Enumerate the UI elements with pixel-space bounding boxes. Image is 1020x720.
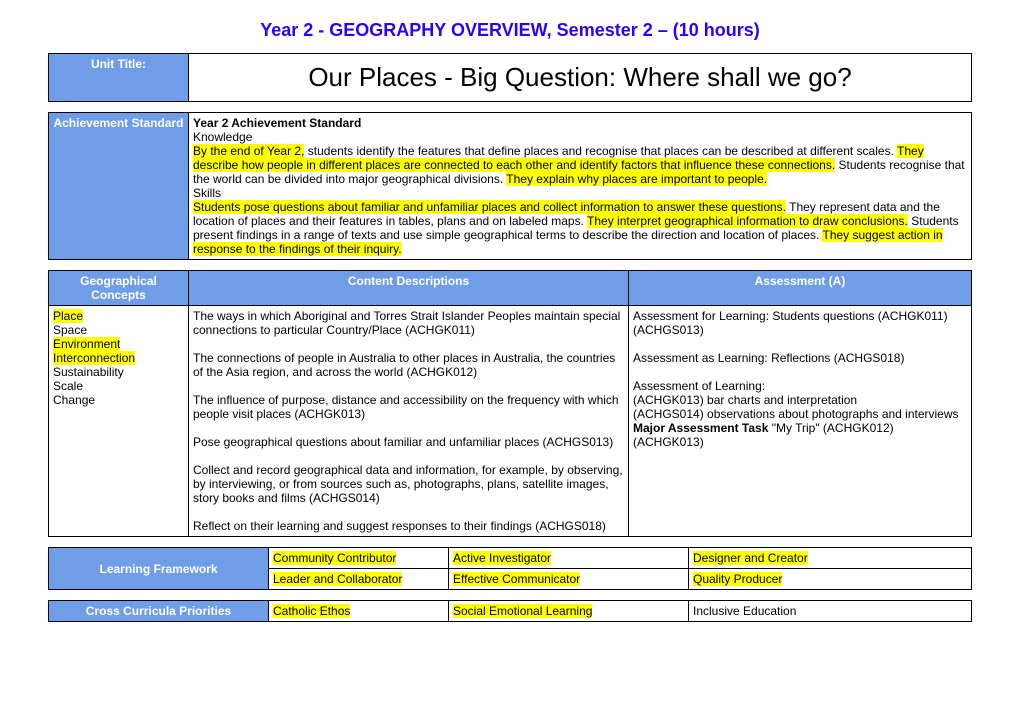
content-c3: The influence of purpose, distance and a… [193,393,619,421]
cc-c3: Inclusive Education [689,601,972,622]
concept-space: Space [53,323,87,337]
learning-framework-table: Learning Framework Community Contributor… [48,547,972,590]
knowledge-label: Knowledge [193,130,252,144]
cc-c1: Catholic Ethos [269,601,449,622]
content-cell: The ways in which Aboriginal and Torres … [189,306,629,537]
cross-curricula-label: Cross Curricula Priorities [49,601,269,622]
page-heading: Year 2 - GEOGRAPHY OVERVIEW, Semester 2 … [48,20,972,41]
content-c2: The connections of people in Australia t… [193,351,615,379]
concept-sustainability: Sustainability [53,365,124,379]
cc-c3-text: Inclusive Education [693,604,796,618]
unit-title-value: Our Places - Big Question: Where shall w… [189,54,972,102]
concept-interconnection: Interconnection [53,351,135,365]
concept-place: Place [53,309,83,323]
assessment-a3c: (ACHGS014) observations about photograph… [633,407,959,421]
lf-r1c3: Designer and Creator [689,548,972,569]
achievement-standard-table: Achievement Standard Year 2 Achievement … [48,112,972,260]
content-c5: Collect and record geographical data and… [193,463,623,505]
ach-std-heading: Year 2 Achievement Standard [193,116,361,130]
unit-title-table: Unit Title: Our Places - Big Question: W… [48,53,972,102]
lf-r2c3-text: Quality Producer [693,572,782,586]
concepts-cell: Place Space Environment Interconnection … [49,306,189,537]
assessment-cell: Assessment for Learning: Students questi… [629,306,972,537]
lf-r2c1: Leader and Collaborator [269,569,449,590]
cross-curricula-table: Cross Curricula Priorities Catholic Etho… [48,600,972,622]
lf-r1c1-text: Community Contributor [273,551,396,565]
lf-r1c2-text: Active Investigator [453,551,551,565]
unit-title-label: Unit Title: [49,54,189,102]
concepts-content-assessment-table: Geographical Concepts Content Descriptio… [48,270,972,537]
cc-c2-text: Social Emotional Learning [453,604,592,618]
content-c1: The ways in which Aboriginal and Torres … [193,309,620,337]
header-assessment: Assessment (A) [629,271,972,306]
k1-hl: By the end of Year 2, [193,144,304,158]
cc-c2: Social Emotional Learning [449,601,689,622]
lf-r2c1-text: Leader and Collaborator [273,572,402,586]
lf-r2c2-text: Effective Communicator [453,572,580,586]
learning-framework-label: Learning Framework [49,548,269,590]
cc-c1-text: Catholic Ethos [273,604,350,618]
lf-r1c3-text: Designer and Creator [693,551,808,565]
lf-r2c3: Quality Producer [689,569,972,590]
header-content: Content Descriptions [189,271,629,306]
lf-r2c2: Effective Communicator [449,569,689,590]
assessment-a3b: (ACHGK013) bar charts and interpretation [633,393,857,407]
assessment-a3a: Assessment of Learning: [633,379,765,393]
content-c6: Reflect on their learning and suggest re… [193,519,606,533]
content-c4: Pose geographical questions about famili… [193,435,613,449]
s2-hl: They interpret geographical information … [587,214,908,228]
concept-scale: Scale [53,379,83,393]
skills-label: Skills [193,186,221,200]
achievement-standard-body: Year 2 Achievement Standard Knowledge By… [189,113,972,260]
assessment-a4-bold: Major Assessment Task [633,421,768,435]
assessment-a1: Assessment for Learning: Students questi… [633,309,948,337]
concept-change: Change [53,393,95,407]
concept-environment: Environment [53,337,120,351]
lf-r1c2: Active Investigator [449,548,689,569]
k3-hl: They explain why places are important to… [506,172,767,186]
s1-hl: Students pose questions about familiar a… [193,200,786,214]
k1-rest: students identify the features that defi… [304,144,897,158]
assessment-a2: Assessment as Learning: Reflections (ACH… [633,351,904,365]
achievement-standard-label: Achievement Standard [49,113,189,260]
lf-r1c1: Community Contributor [269,548,449,569]
header-concepts: Geographical Concepts [49,271,189,306]
